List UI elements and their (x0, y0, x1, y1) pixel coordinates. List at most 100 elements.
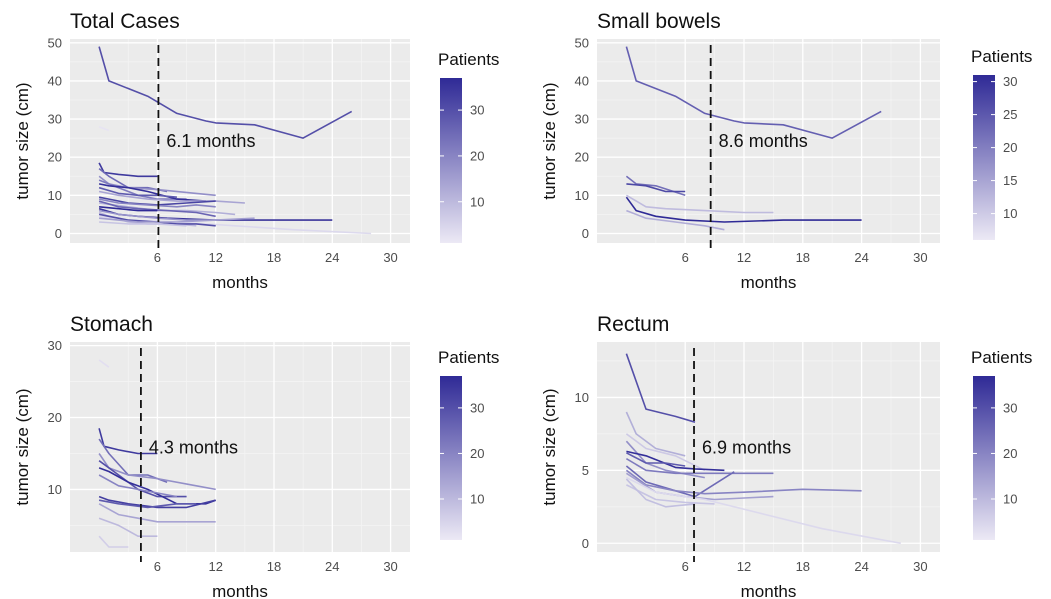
legend-title: Patients (971, 348, 1032, 367)
legend-tick-label: 20 (1003, 446, 1017, 461)
legend-title: Patients (438, 50, 499, 69)
x-tick-label: 6 (154, 250, 161, 265)
legend-tick-label: 30 (1003, 400, 1017, 415)
y-tick-label: 0 (55, 226, 62, 241)
y-axis-label: tumor size (cm) (540, 388, 559, 505)
legend-tick-label: 20 (470, 446, 484, 461)
series-line-8 (98, 499, 197, 509)
x-tick-label: 6 (682, 559, 689, 574)
series-line-14 (99, 206, 158, 212)
series-line-7 (98, 186, 177, 198)
median-label: 6.9 months (702, 437, 791, 457)
x-tick-label: 30 (383, 250, 397, 265)
panel-title: Total Cases (70, 10, 180, 33)
series-line-7 (98, 495, 216, 509)
series-line-6 (98, 183, 207, 202)
series-line-4 (626, 450, 725, 472)
series-line-5 (626, 452, 686, 467)
series-line-1 (98, 125, 110, 132)
legend-tick-label: 10 (470, 194, 484, 209)
y-tick-label: 50 (48, 35, 62, 50)
y-tick-label: 0 (582, 536, 589, 551)
legend-tick-label: 20 (470, 148, 484, 163)
series-line-6 (98, 474, 178, 498)
series-line-19 (99, 217, 255, 223)
x-tick-label: 30 (913, 559, 927, 574)
x-tick-label: 12 (737, 250, 751, 265)
series-line-0 (98, 359, 110, 368)
y-axis-label: tumor size (cm) (13, 388, 32, 505)
y-tick-label: 20 (575, 150, 589, 165)
legend-colorbar (440, 78, 462, 243)
x-tick-label: 18 (267, 250, 281, 265)
series-line-1 (625, 411, 686, 457)
legend-colorbar (973, 376, 995, 540)
panel-0: 6.1 months 6 12 18 24 30 0 10 20 30 40 50 Total Case… (13, 10, 499, 292)
legend-title: Patients (971, 47, 1032, 66)
series-line-2 (625, 433, 706, 472)
series-line-3 (625, 194, 774, 214)
x-tick-label: 24 (325, 559, 339, 574)
panel-1: 8.6 months 6 12 18 24 30 0 10 20 30 40 50 Small bowe… (540, 10, 1032, 292)
x-tick-label: 30 (383, 559, 397, 574)
y-tick-label: 40 (48, 73, 62, 88)
panel-title: Rectum (597, 313, 669, 336)
series-line-12 (626, 476, 901, 545)
series-line-0 (98, 46, 353, 139)
series-line-2 (98, 162, 158, 178)
plot-background (70, 342, 410, 552)
legend-colorbar (973, 75, 995, 240)
series-line-15 (98, 209, 216, 221)
legend-tick-label: 30 (470, 103, 484, 118)
y-axis-label: tumor size (cm) (13, 82, 32, 199)
y-tick-label: 10 (575, 188, 589, 203)
legend-colorbar (440, 376, 462, 540)
y-tick-label: 0 (582, 226, 589, 241)
legend-tick-label: 15 (1003, 173, 1017, 188)
series-line-10 (98, 517, 158, 538)
series-line-1 (98, 428, 158, 455)
series-line-6 (625, 458, 774, 475)
legend-tick-label: 10 (1003, 492, 1017, 507)
legend-tick-label: 20 (1003, 140, 1017, 155)
legend-tick-label: 10 (1003, 206, 1017, 221)
x-tick-label: 24 (854, 559, 868, 574)
series-line-10 (626, 484, 715, 505)
panel-3: 6.9 months 6 12 18 24 30 0 5 10 Rectum months tumor… (540, 313, 1032, 599)
x-tick-label: 12 (737, 559, 751, 574)
series-line-11 (98, 535, 129, 548)
y-tick-label: 30 (575, 112, 589, 127)
y-tick-label: 20 (48, 410, 62, 425)
series-line-3 (98, 453, 216, 491)
legend-title: Patients (438, 348, 499, 367)
y-tick-label: 10 (48, 188, 62, 203)
y-tick-label: 30 (48, 338, 62, 353)
y-tick-label: 20 (48, 150, 62, 165)
y-axis-label: tumor size (cm) (540, 82, 559, 199)
y-tick-label: 40 (575, 73, 589, 88)
x-axis-label: months (212, 582, 268, 599)
x-tick-label: 12 (208, 250, 222, 265)
x-tick-label: 24 (325, 250, 339, 265)
panel-title: Small bowels (597, 10, 721, 33)
y-tick-label: 10 (575, 390, 589, 405)
plot-background (597, 39, 940, 243)
x-tick-label: 12 (208, 559, 222, 574)
y-tick-label: 30 (48, 112, 62, 127)
legend-tick-label: 10 (470, 492, 484, 507)
series-line-12 (98, 200, 216, 218)
series-line-0 (625, 353, 696, 423)
series-line-0 (625, 46, 882, 139)
legend-tick-label: 25 (1003, 107, 1017, 122)
x-tick-label: 6 (154, 559, 161, 574)
series-line-4 (625, 196, 862, 223)
x-axis-label: months (212, 273, 268, 292)
y-tick-label: 5 (582, 463, 589, 478)
panel-2: 4.3 months 6 12 18 24 30 10 20 30 Stomach months tu… (13, 313, 499, 599)
y-tick-label: 10 (48, 482, 62, 497)
series-line-11 (625, 478, 696, 508)
x-tick-label: 18 (796, 559, 810, 574)
x-axis-label: months (741, 273, 797, 292)
median-label: 6.1 months (166, 131, 255, 151)
